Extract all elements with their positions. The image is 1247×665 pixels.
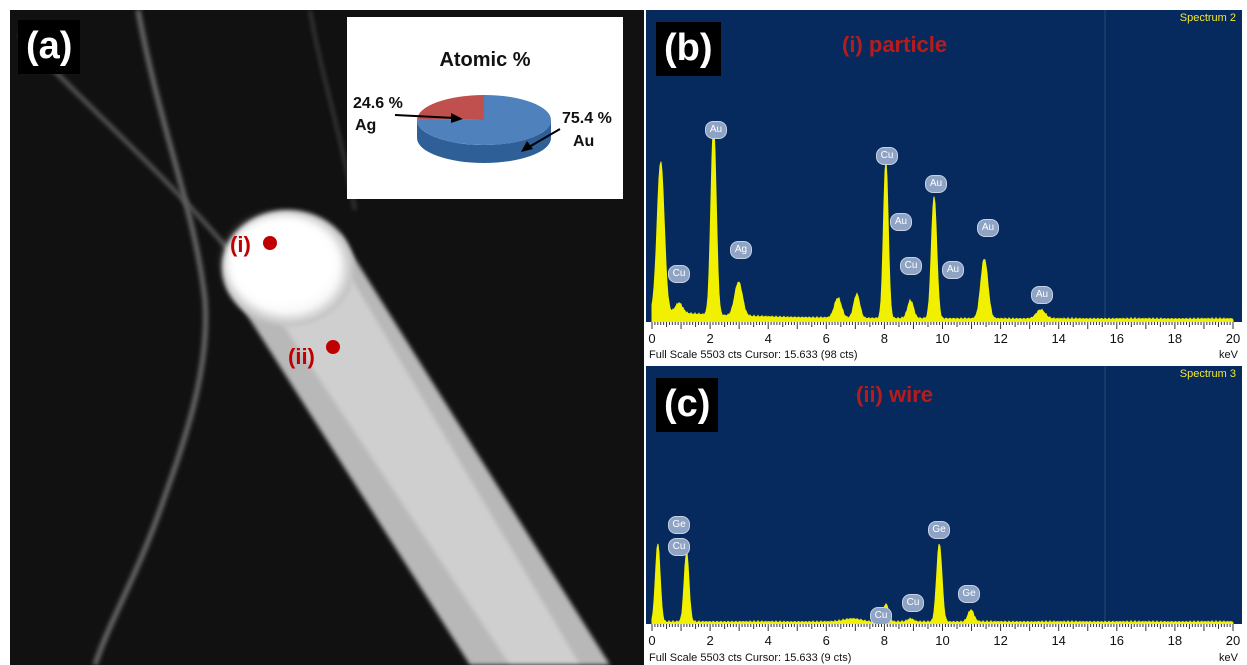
axis-tick-label: 4 (765, 633, 772, 648)
spectrum-plot-b (651, 10, 1234, 323)
axis-tick-label: 10 (935, 633, 949, 648)
spectrum-title-c: (ii) wire (856, 382, 934, 407)
axis-tick-label: 10 (935, 331, 949, 346)
spectrum-trace-b (651, 125, 1234, 323)
pie-title: Atomic % (439, 49, 531, 71)
spectrum-name-b: Spectrum 2 (1179, 12, 1236, 24)
panel-label-a: (a) (18, 20, 81, 74)
peak-tag-au: Au (925, 175, 947, 193)
axis-tick-label: 16 (1110, 633, 1124, 648)
peak-tag-cu: Cu (900, 257, 922, 275)
axis-tick-label: 0 (648, 633, 655, 648)
axis-tick-label: 2 (706, 633, 713, 648)
axis-tick-label: 18 (1168, 633, 1182, 648)
panel-label-c: (c) (656, 378, 719, 432)
eds-spectrum-wire: (c) (ii) wire Spectrum 3 Ge Cu Cu Cu Ge Ge 0 2… (646, 366, 1242, 665)
axis-tick-label: 12 (993, 331, 1007, 346)
pie-chart (394, 95, 561, 163)
peak-tag-ge: Ge (668, 516, 690, 534)
peak-tag-cu: Cu (902, 594, 924, 612)
axis-tick-label: 8 (881, 633, 888, 648)
peak-tag-cu: Cu (876, 147, 898, 165)
panel-label-b: (b) (656, 22, 721, 76)
spectrum-plot-c (651, 366, 1234, 625)
axis-tick-label: 16 (1110, 331, 1124, 346)
energy-axis-c: 0 2 4 6 8 10 12 14 16 18 20 Full Scale 5503 cts Cu… (646, 624, 1242, 665)
spot-label-ii: (ii) (288, 344, 315, 369)
axis-tick-label: 14 (1051, 331, 1065, 346)
spot-marker-i (263, 236, 277, 250)
axis-tick-label: 6 (823, 331, 830, 346)
spot-label-i: (i) (230, 232, 251, 257)
scale-readout-c: Full Scale 5503 cts Cursor: 15.633 (9 ct… (649, 652, 852, 664)
spectrum-title-b: (i) particle (842, 32, 948, 57)
eds-spectrum-particle: (b) (i) particle Spectrum 2 Cu Au Ag Cu Au Cu… (646, 10, 1242, 362)
atomic-percent-inset: Atomic % 24.6 % Ag 75.4 % Au (347, 17, 623, 199)
spectrum-trace-c (651, 543, 1234, 625)
axis-tick-label: 2 (706, 331, 713, 346)
axis-tick-label: 12 (993, 633, 1007, 648)
ag-arrowhead (451, 113, 463, 123)
pie-side (417, 120, 551, 163)
peak-tag-au: Au (1031, 286, 1053, 304)
axis-tick-label: 14 (1051, 633, 1065, 648)
axis-tick-label: 18 (1168, 331, 1182, 346)
sem-image-panel: (a) Atomic % 24.6 % Ag 75.4 % Au (i) (10, 10, 644, 665)
axis-tick-label: 6 (823, 633, 830, 648)
peak-tag-au: Au (890, 213, 912, 231)
axis-tick-label: 0 (648, 331, 655, 346)
peak-tag-au: Au (977, 219, 999, 237)
peak-tag-au: Au (705, 121, 727, 139)
unit-label-c: keV (1219, 652, 1238, 664)
au-arrowhead (521, 141, 533, 152)
peak-tag-ag: Ag (730, 241, 752, 259)
spot-marker-ii (326, 340, 340, 354)
au-element-label: Au (573, 133, 595, 150)
pie-slice-ag (417, 95, 484, 120)
scale-readout-b: Full Scale 5503 cts Cursor: 15.633 (98 c… (649, 349, 858, 361)
axis-ticks-c: 0 2 4 6 8 10 12 14 16 18 20 (648, 624, 1240, 648)
ag-arrow (394, 114, 456, 119)
au-arrow (528, 128, 561, 148)
au-percent-label: 75.4 % (562, 110, 612, 127)
axis-ticks-b: 0 2 4 6 8 10 12 14 16 18 20 (648, 322, 1240, 346)
energy-axis-b: 0 2 4 6 8 10 12 14 16 18 20 Full Scale 5503 cts Cu… (646, 322, 1242, 362)
axis-tick-label: 20 (1226, 331, 1240, 346)
peak-tag-cu: Cu (668, 265, 690, 283)
axis-tick-label: 8 (881, 331, 888, 346)
peak-tag-cu: Cu (668, 538, 690, 556)
peak-tag-ge: Ge (928, 521, 950, 539)
unit-label-b: keV (1219, 349, 1238, 361)
axis-tick-label: 4 (765, 331, 772, 346)
peak-tag-cu: Cu (870, 607, 892, 625)
peak-tag-au: Au (942, 261, 964, 279)
spectrum-name-c: Spectrum 3 (1179, 368, 1236, 380)
peak-tag-ge: Ge (958, 585, 980, 603)
axis-tick-label: 20 (1226, 633, 1240, 648)
ag-element-label: Ag (355, 117, 377, 134)
ag-percent-label: 24.6 % (353, 95, 403, 112)
